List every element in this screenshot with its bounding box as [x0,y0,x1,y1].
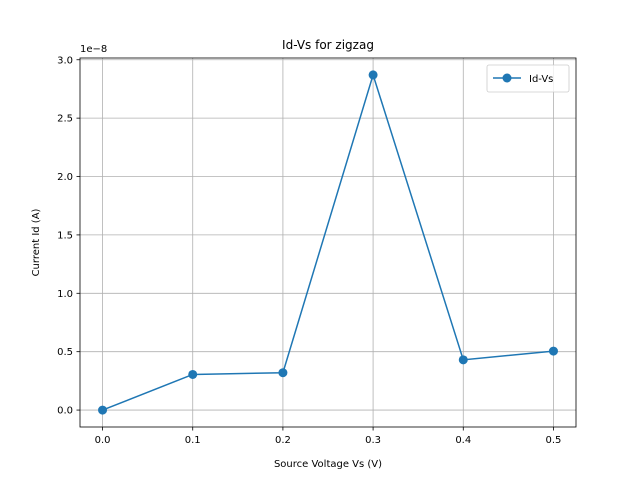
chart-title: Id-Vs for zigzag [282,38,374,52]
y-tick-label: 1.0 [57,289,73,300]
y-tick-label: 2.5 [57,114,73,125]
x-tick-label: 0.0 [95,435,111,446]
x-tick-label: 0.1 [185,435,201,446]
x-axis-label: Source Voltage Vs (V) [274,459,382,470]
data-point [368,70,378,80]
series-layer [98,70,558,415]
y-tick-label: 0.5 [57,347,73,358]
data-point [458,355,468,365]
legend-marker [502,73,512,83]
x-tick-label: 0.4 [455,435,471,446]
ticks: 0.0 0.1 0.2 0.3 0.4 0.5 0.0 0.5 1.0 1.5 2.0 2.5 3.0 [57,55,561,446]
data-point [98,405,108,415]
y-offset-label: 1e−8 [80,44,107,55]
series-line [102,72,554,411]
legend: Id-Vs [486,64,570,93]
data-point [548,346,558,356]
x-tick-label: 0.2 [275,435,291,446]
y-axis-label: Current Id (A) [31,208,42,276]
legend-entry-id-vs: Id-Vs [529,74,553,85]
y-tick-label: 1.5 [57,230,73,241]
data-point [278,368,288,378]
legend-box [486,64,570,93]
x-tick-label: 0.5 [546,435,562,446]
y-tick-label: 3.0 [57,55,73,66]
axes-frame [79,57,577,428]
grid [80,58,576,427]
data-point [188,369,198,379]
x-tick-label: 0.3 [365,435,381,446]
y-tick-label: 2.0 [57,172,73,183]
y-tick-label: 0.0 [57,406,73,417]
